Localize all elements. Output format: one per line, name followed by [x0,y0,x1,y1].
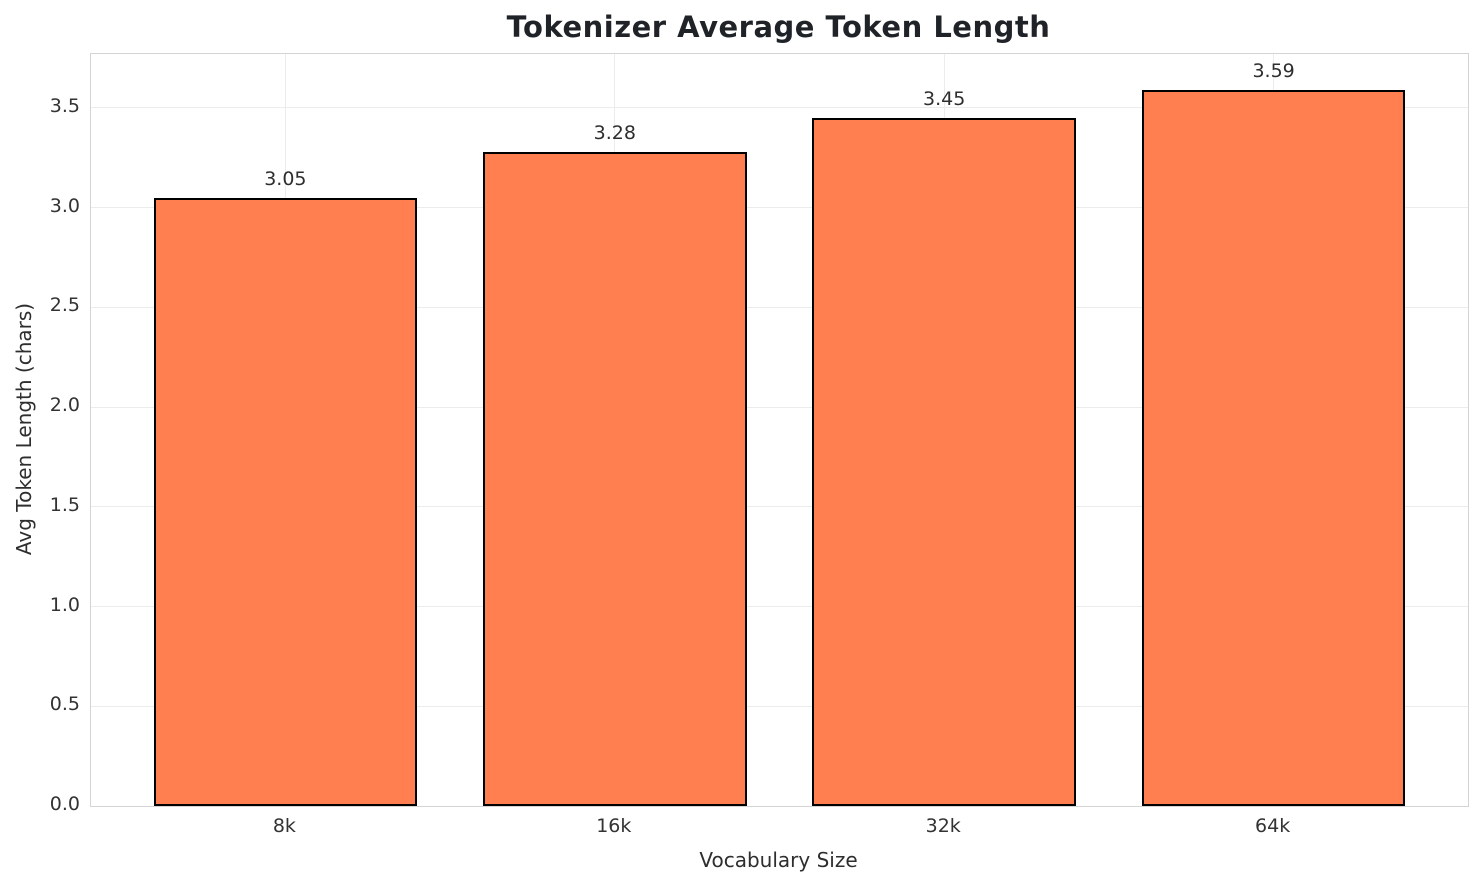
y-tick-label: 2.5 [49,294,80,317]
x-tick-label: 16k [596,815,632,837]
bar-value-label: 3.59 [1252,59,1295,82]
y-tick-label: 0.5 [49,693,80,716]
y-tick-label: 3.0 [49,194,80,217]
gridline-h [91,606,1468,608]
bar-value-label: 3.45 [923,87,966,110]
y-tick-label: 2.0 [49,394,80,417]
x-tick-label: 64k [1255,815,1291,837]
x-axis-label: Vocabulary Size [699,848,858,872]
gridline-h [91,406,1468,408]
plot-area: 3.05 3.28 3.45 3.59 [90,53,1469,807]
y-tick-label: 1.0 [49,593,80,616]
gridline-h [91,705,1468,707]
y-tick-label: 0.0 [49,793,80,815]
bar [812,117,1076,806]
x-tick-label: 32k [925,815,961,837]
bar-value-label: 3.05 [264,167,307,190]
bar-value-label: 3.28 [593,121,636,144]
chart-title: Tokenizer Average Token Length [506,10,1051,44]
y-axis-label: Avg Token Length (chars) [12,302,36,556]
y-tick-label: 3.5 [49,94,80,117]
y-tick-label: 1.5 [49,493,80,516]
gridline-h [91,207,1468,209]
gridline-h [91,506,1468,508]
bar [1141,89,1406,806]
bar [153,197,418,806]
bar [483,151,747,806]
gridline-h [91,306,1468,308]
x-tick-label: 8k [272,815,296,837]
gridline-h [91,107,1468,109]
